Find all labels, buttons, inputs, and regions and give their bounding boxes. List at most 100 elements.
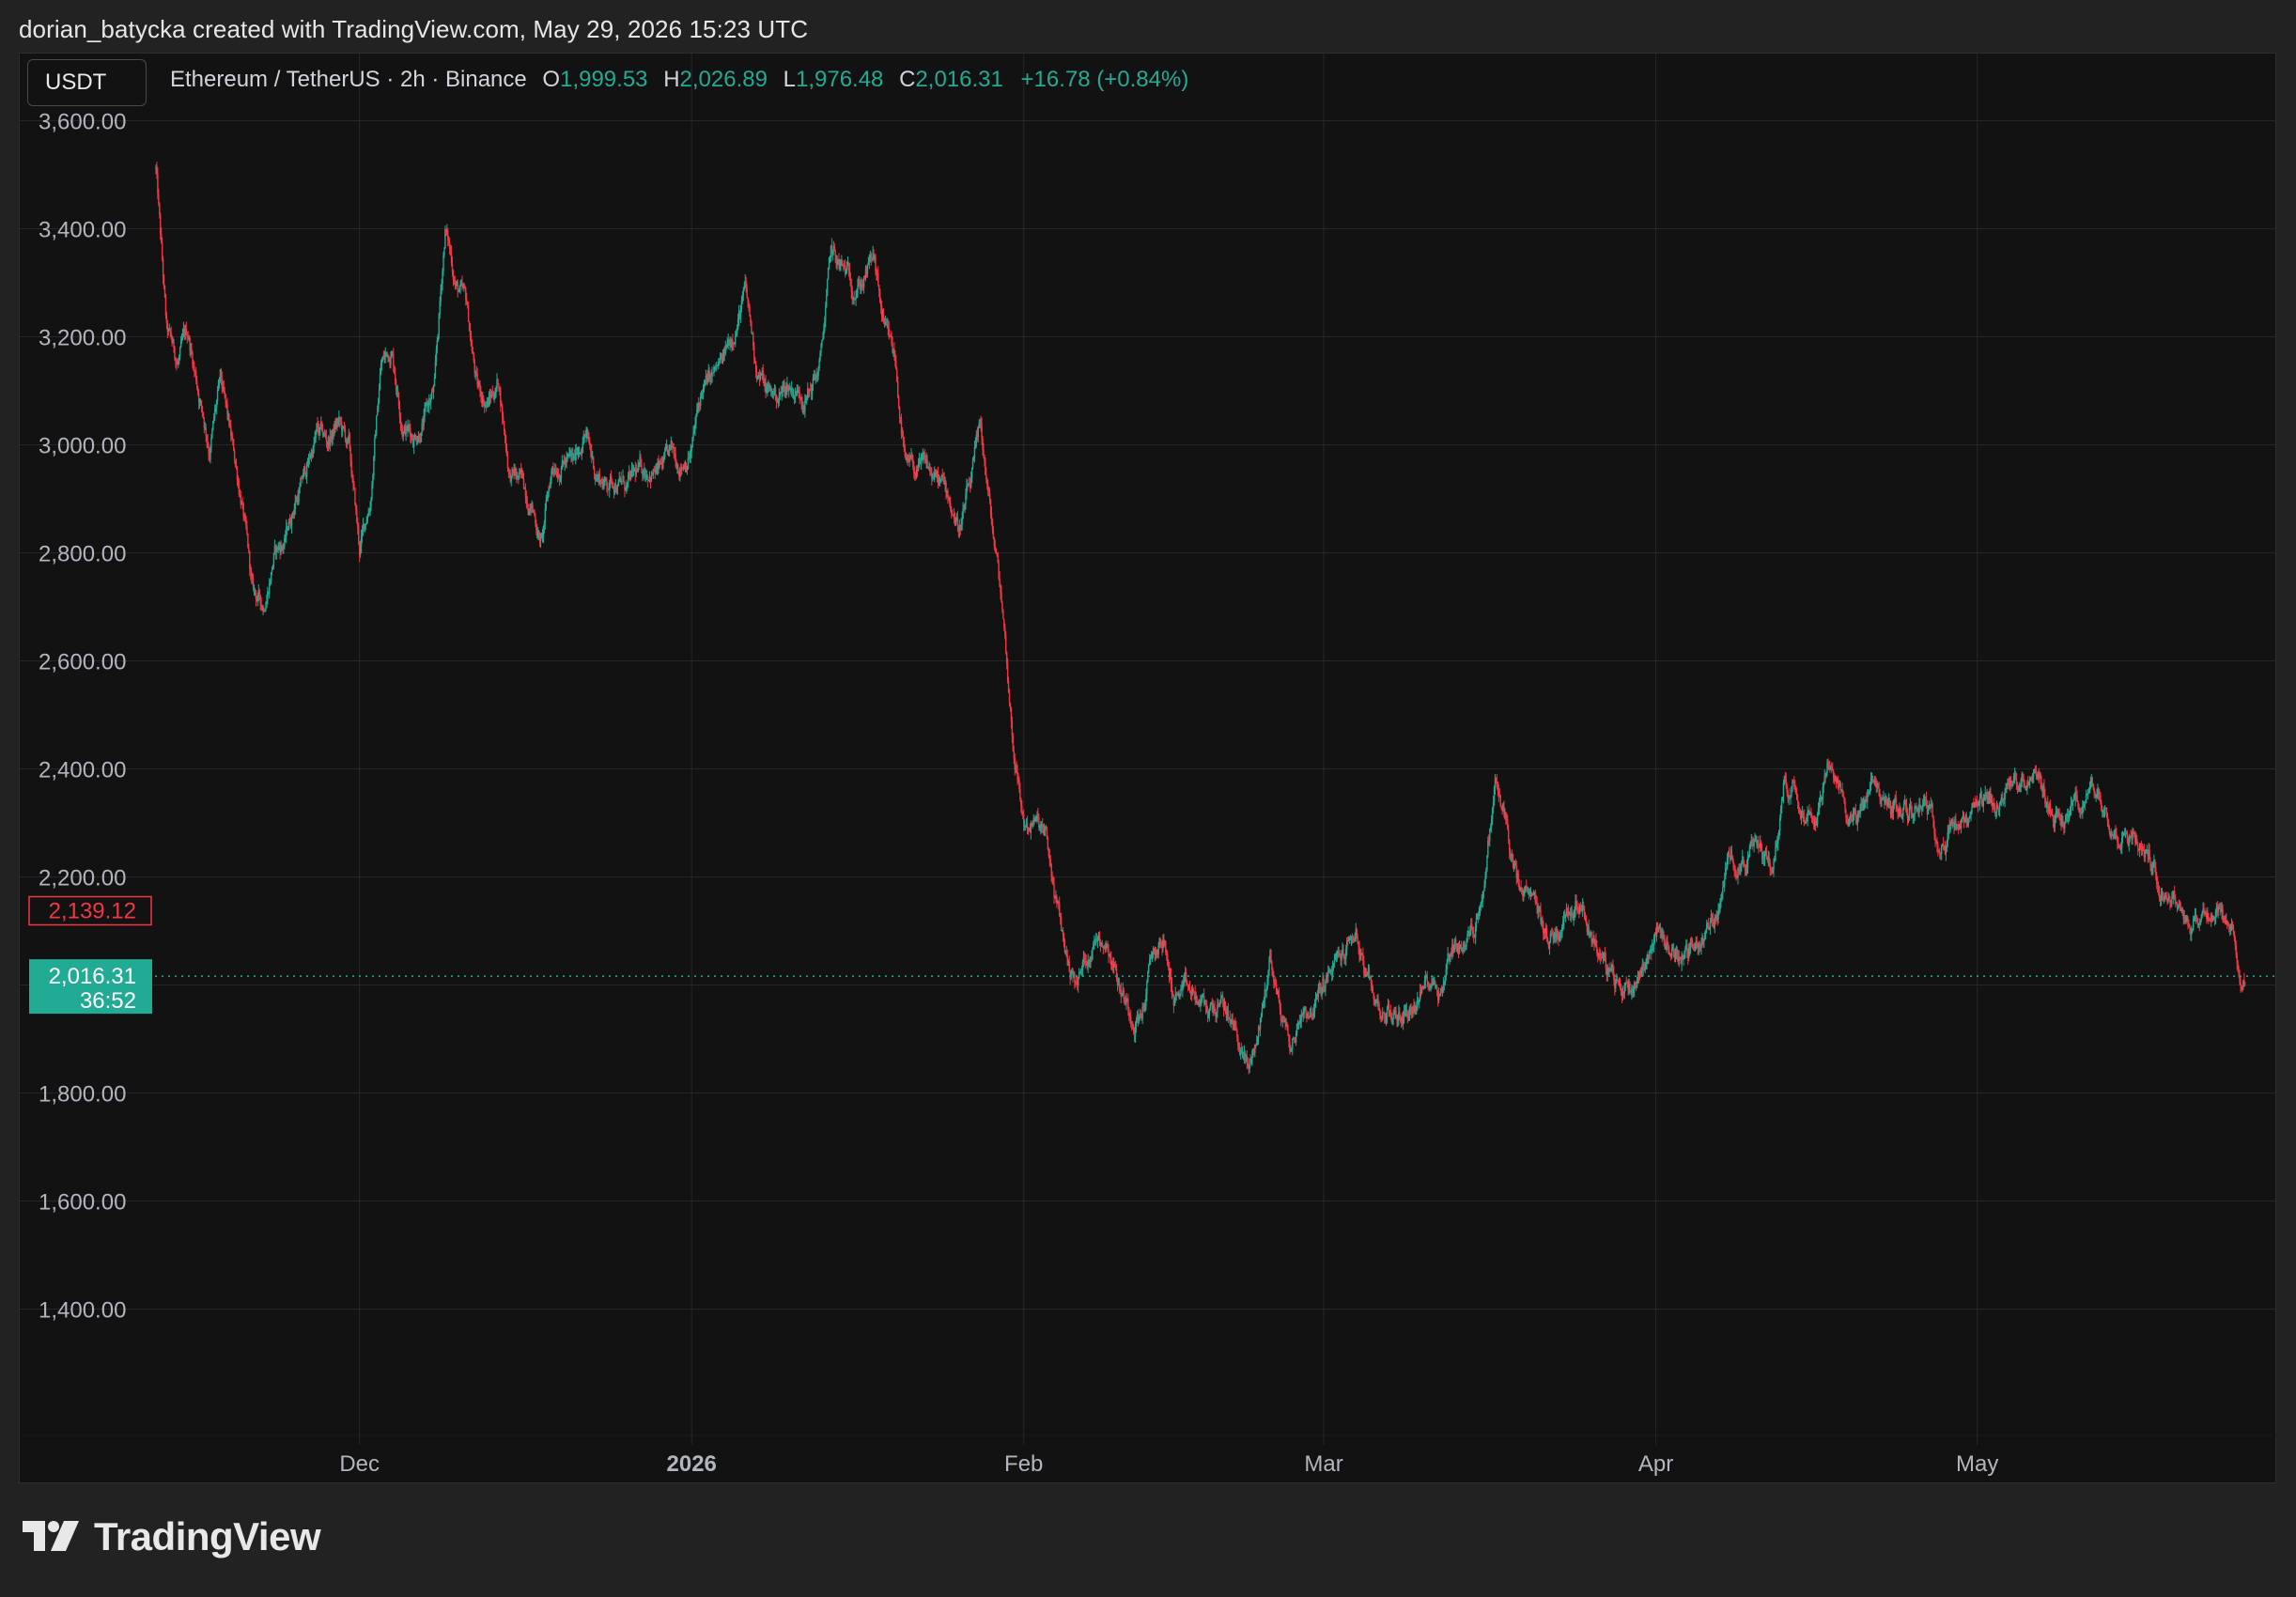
candle-body[interactable] bbox=[2200, 916, 2202, 921]
candle-body[interactable] bbox=[1965, 815, 1967, 823]
candle-body[interactable] bbox=[723, 349, 726, 354]
candle-body[interactable] bbox=[1997, 808, 2000, 810]
candle-body[interactable] bbox=[466, 304, 469, 306]
candle-body[interactable] bbox=[574, 448, 577, 459]
candle-body[interactable] bbox=[601, 482, 603, 488]
candle-body[interactable] bbox=[901, 434, 904, 437]
candle-body[interactable] bbox=[1469, 930, 1471, 937]
candle-body[interactable] bbox=[1456, 948, 1459, 952]
candle-body[interactable] bbox=[250, 568, 252, 573]
candle-body[interactable] bbox=[1542, 917, 1544, 924]
candle-body[interactable] bbox=[510, 474, 512, 482]
candle-body[interactable] bbox=[1638, 971, 1641, 976]
candle-body[interactable] bbox=[2017, 786, 2020, 791]
candle-body[interactable] bbox=[320, 422, 322, 427]
candle-body[interactable] bbox=[1533, 892, 1536, 893]
candle-body[interactable] bbox=[700, 392, 703, 397]
candle-body[interactable] bbox=[1146, 982, 1148, 995]
candle-body[interactable] bbox=[1093, 943, 1094, 950]
candle-body[interactable] bbox=[473, 353, 475, 362]
candle-body[interactable] bbox=[1476, 914, 1479, 916]
candle-body[interactable] bbox=[1161, 945, 1163, 949]
candle-body[interactable] bbox=[1621, 991, 1624, 997]
candle-body[interactable] bbox=[2075, 792, 2077, 796]
candle-body[interactable] bbox=[1546, 938, 1549, 943]
candle-body[interactable] bbox=[1585, 917, 1588, 924]
candle-body[interactable] bbox=[1417, 997, 1419, 1007]
candle-body[interactable] bbox=[450, 252, 453, 264]
candle-body[interactable] bbox=[2152, 862, 2154, 868]
candle-body[interactable] bbox=[2212, 919, 2215, 921]
candle-body[interactable] bbox=[2006, 786, 2008, 789]
candle-body[interactable] bbox=[593, 468, 596, 475]
candle-body[interactable] bbox=[1302, 1014, 1304, 1016]
candle-body[interactable] bbox=[923, 452, 924, 456]
candle-body[interactable] bbox=[214, 407, 217, 410]
candle-body[interactable] bbox=[1528, 888, 1530, 894]
candle-body[interactable] bbox=[1007, 681, 1010, 693]
candle-body[interactable] bbox=[577, 453, 580, 455]
candle-body[interactable] bbox=[437, 333, 440, 341]
candle-body[interactable] bbox=[1814, 819, 1816, 827]
candle-body[interactable] bbox=[1459, 944, 1462, 946]
candle-body[interactable] bbox=[1369, 976, 1372, 978]
candle-body[interactable] bbox=[1988, 798, 1990, 799]
candle-body[interactable] bbox=[358, 527, 360, 542]
candle-body[interactable] bbox=[1757, 840, 1759, 845]
candle-body[interactable] bbox=[1209, 1004, 1212, 1009]
candle-body[interactable] bbox=[323, 433, 326, 435]
candle-body[interactable] bbox=[1697, 946, 1699, 949]
candle-body[interactable] bbox=[1462, 947, 1464, 952]
candle-body[interactable] bbox=[1365, 974, 1368, 976]
candle-body[interactable] bbox=[729, 342, 731, 346]
candle-body[interactable] bbox=[268, 592, 270, 594]
candle-body[interactable] bbox=[745, 280, 747, 288]
candle-body[interactable] bbox=[1391, 1017, 1393, 1022]
candle-body[interactable] bbox=[556, 474, 559, 477]
candle-body[interactable] bbox=[1342, 949, 1344, 957]
candle-body[interactable] bbox=[1184, 976, 1186, 982]
candle-body[interactable] bbox=[930, 472, 932, 474]
candle-body[interactable] bbox=[789, 387, 792, 393]
candle-body[interactable] bbox=[1482, 897, 1483, 902]
candle-body[interactable] bbox=[1119, 988, 1122, 990]
candle-body[interactable] bbox=[1179, 993, 1181, 998]
candle-body[interactable] bbox=[337, 420, 339, 425]
candle-body[interactable] bbox=[473, 361, 475, 373]
candle-body[interactable] bbox=[448, 240, 450, 242]
candle-body[interactable] bbox=[907, 457, 908, 459]
candle-body[interactable] bbox=[1385, 1016, 1388, 1023]
candle-body[interactable] bbox=[704, 381, 706, 383]
candle-body[interactable] bbox=[275, 547, 277, 553]
candle-body[interactable] bbox=[1840, 789, 1842, 791]
candle-body[interactable] bbox=[1266, 978, 1268, 989]
candle-body[interactable] bbox=[1034, 819, 1036, 822]
candle-body[interactable] bbox=[441, 284, 442, 290]
candle-body[interactable] bbox=[489, 395, 492, 398]
candle-body[interactable] bbox=[321, 422, 323, 431]
candle-body[interactable] bbox=[685, 464, 688, 470]
candle-body[interactable] bbox=[1438, 993, 1441, 997]
candle-body[interactable] bbox=[547, 491, 549, 499]
candle-body[interactable] bbox=[1871, 777, 1874, 781]
candle-body[interactable] bbox=[1086, 962, 1088, 967]
candle-body[interactable] bbox=[2172, 897, 2174, 899]
candle-body[interactable] bbox=[637, 465, 639, 473]
candle-body[interactable] bbox=[737, 311, 740, 319]
candle-body[interactable] bbox=[256, 596, 259, 602]
candle-body[interactable] bbox=[1841, 789, 1843, 792]
candle-body[interactable] bbox=[673, 448, 675, 455]
candle-body[interactable] bbox=[554, 470, 556, 473]
candle-body[interactable] bbox=[1354, 934, 1357, 942]
candle-body[interactable] bbox=[739, 309, 742, 317]
candle-body[interactable] bbox=[1854, 810, 1856, 812]
candle-body[interactable] bbox=[1690, 939, 1693, 941]
candle-body[interactable] bbox=[1274, 981, 1276, 984]
candle-body[interactable] bbox=[1968, 817, 1970, 819]
candle-body[interactable] bbox=[2059, 817, 2061, 820]
candle-body[interactable] bbox=[1100, 942, 1103, 945]
candle-body[interactable] bbox=[1781, 797, 1784, 800]
candle-body[interactable] bbox=[2065, 814, 2067, 822]
candle-body[interactable] bbox=[879, 302, 882, 307]
candle-body[interactable] bbox=[1888, 800, 1891, 807]
